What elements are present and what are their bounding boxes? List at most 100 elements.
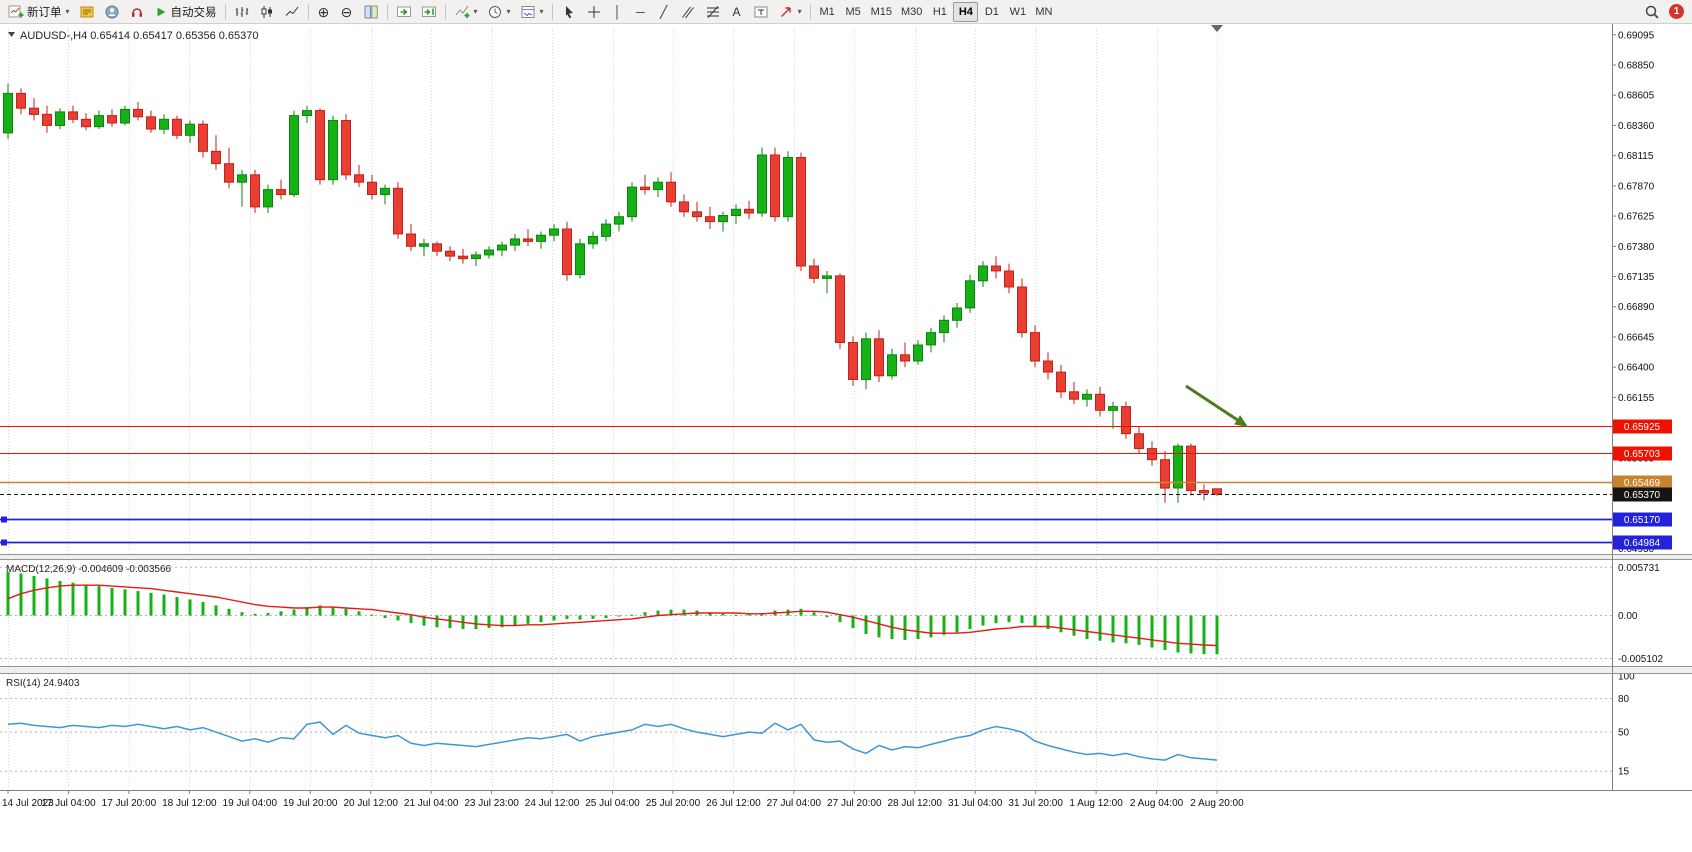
arrow-annotation[interactable] (1185, 384, 1248, 427)
metaeditor-button[interactable] (75, 2, 99, 22)
candle-body (1160, 459, 1170, 489)
current-price-line[interactable]: 0.65370 (0, 487, 1672, 502)
caret-down-icon: ▾ (65, 7, 70, 16)
candle-body (835, 275, 845, 343)
candle-body (796, 157, 806, 267)
line-chart-button[interactable] (280, 2, 304, 22)
notification-badge[interactable]: 1 (1669, 4, 1684, 19)
price-tag-box (1613, 535, 1672, 550)
search-button[interactable] (1640, 2, 1664, 22)
timeframe-w1-button[interactable]: W1 (1005, 2, 1030, 22)
search-icon (1644, 4, 1660, 20)
horizontal-line-button[interactable]: ─ (630, 2, 652, 22)
candle-body (42, 113, 52, 126)
candlestick-chart-icon (259, 4, 275, 20)
bars-chart-button[interactable] (230, 2, 254, 22)
horizontal-price-line[interactable]: 0.65703 (0, 446, 1672, 461)
new-order-button[interactable]: 新订单 ▾ (4, 2, 74, 22)
candles-chart-button[interactable] (255, 2, 279, 22)
candle-body (900, 354, 910, 362)
auto-trading-button[interactable]: 自动交易 (150, 2, 221, 22)
arrow-object-icon (778, 4, 794, 20)
price-axis-tick: 0.66155 (1618, 393, 1655, 404)
time-axis-label: 25 Jul 20:00 (646, 798, 701, 809)
one-click-trading-icon[interactable] (8, 32, 15, 37)
candle-body (627, 186, 637, 218)
play-icon (154, 5, 168, 19)
candle-body (55, 111, 65, 127)
candle-body (159, 118, 169, 130)
timeframe-m30-button[interactable]: M30 (897, 2, 926, 22)
chart-area[interactable]: 0.005731 0.00 -0.005102 100 80 50 15 0.69095 0.6… (0, 24, 1692, 852)
timeframe-h4-button[interactable]: H4 (953, 1, 979, 22)
horizontal-price-line[interactable]: 0.65925 (0, 419, 1672, 434)
toolbar-separator (809, 3, 811, 20)
timeframe-d1-button[interactable]: D1 (979, 2, 1004, 22)
periods-button[interactable]: ▾ (483, 2, 515, 22)
price-tag-box (1613, 446, 1672, 461)
cursor-button[interactable] (557, 2, 581, 22)
time-axis-label: 20 Jul 12:00 (343, 798, 398, 809)
fibonacci-button[interactable] (701, 2, 725, 22)
text-button[interactable]: A (726, 2, 748, 22)
candle-body (81, 118, 91, 128)
community-button[interactable] (100, 2, 124, 22)
horizontal-price-line[interactable]: 0.65469 (0, 475, 1672, 490)
horizontal-price-line[interactable]: 0.65170 (0, 512, 1672, 527)
vertical-line-button[interactable]: │ (607, 2, 629, 22)
candle-body (68, 111, 78, 120)
support-button[interactable] (125, 2, 149, 22)
text-label-button[interactable] (749, 2, 773, 22)
rsi-line (7, 721, 1218, 761)
candle-body (94, 115, 104, 128)
equidistant-channel-button[interactable] (676, 2, 700, 22)
candle-body (302, 110, 312, 116)
time-axis-label: 31 Jul 20:00 (1008, 798, 1063, 809)
candle-body (276, 189, 286, 196)
horizontal-price-line[interactable]: 0.64984 (0, 535, 1672, 550)
arrows-button[interactable]: ▾ (774, 2, 806, 22)
candle-body (640, 186, 650, 191)
indicators-button[interactable]: ▾ (450, 2, 482, 22)
toolbar-separator (386, 3, 388, 20)
price-tag-box (1613, 512, 1672, 527)
time-axis-label: 17 Jul 20:00 (102, 798, 157, 809)
chart-shift-button[interactable] (417, 2, 441, 22)
chart-shift-marker[interactable] (1211, 25, 1223, 32)
zoom-in-icon: ⊕ (317, 3, 330, 20)
timeframe-m1-button[interactable]: M1 (815, 2, 840, 22)
price-axis-tick: 0.69095 (1618, 30, 1655, 41)
channel-icon (680, 4, 696, 20)
zoom-out-button[interactable]: ⊖ (336, 2, 358, 22)
crosshair-button[interactable] (582, 2, 606, 22)
timeframe-h1-button[interactable]: H1 (927, 2, 952, 22)
candle-body (510, 238, 520, 246)
tile-windows-button[interactable] (359, 2, 383, 22)
timeframe-m15-button[interactable]: M15 (867, 2, 896, 22)
auto-scroll-button[interactable] (392, 2, 416, 22)
candle-body (575, 243, 585, 276)
toolbar-separator (444, 3, 446, 20)
zoom-in-button[interactable]: ⊕ (313, 2, 335, 22)
candle-body (120, 108, 130, 124)
time-axis-label: 28 Jul 12:00 (888, 798, 943, 809)
timeframe-m5-button[interactable]: M5 (841, 2, 866, 22)
candle-body (653, 181, 663, 191)
timeframe-mn-button[interactable]: MN (1031, 2, 1056, 22)
candle-body (315, 110, 325, 181)
tile-windows-icon (363, 4, 379, 20)
caret-down-icon: ▾ (473, 7, 478, 16)
candle-body (913, 344, 923, 362)
headset-icon (129, 4, 145, 20)
candle-body (991, 265, 1001, 272)
templates-button[interactable]: ▾ (516, 2, 548, 22)
time-axis-label: 14 Jul 2023 (2, 798, 54, 809)
trendline-button[interactable]: ╱ (653, 2, 675, 22)
auto-scroll-icon (396, 4, 412, 20)
rsi-axis-tick: 15 (1618, 767, 1630, 778)
candle-body (848, 342, 858, 380)
bars-chart-icon (234, 4, 250, 20)
candle-body (965, 280, 975, 309)
price-tag-label: 0.65170 (1624, 515, 1661, 526)
symbol-ohlc-label: AUDUSD-,H4 0.65414 0.65417 0.65356 0.653… (20, 30, 259, 42)
